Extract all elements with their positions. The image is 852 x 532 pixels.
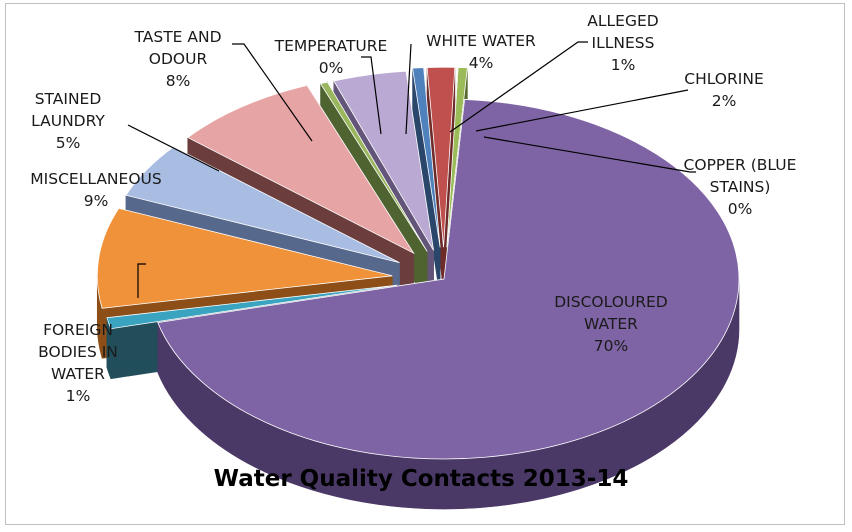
slice-label-white-water: WHITE WATER 4% — [426, 32, 536, 72]
leader-line-4 — [232, 43, 313, 142]
leader-line-7 — [449, 41, 588, 133]
leader-lines — [127, 41, 696, 298]
slice-label-miscellaneous: MISCELLANEOUS 9% — [30, 170, 161, 210]
slice-label-alleged-illness: ALLEGED ILLNESS 1% — [587, 12, 658, 74]
slice-label-chlorine: CHLORINE 2% — [684, 70, 764, 110]
slice-label-copper-blue-stains: COPPER (BLUE STAINS) 0% — [684, 156, 797, 218]
leader-line-9 — [483, 136, 696, 173]
leader-line-5 — [361, 56, 382, 135]
pie-chart: DISCOLOURED WATER 70% FOREIGN BODIES IN WATER… — [30, 12, 796, 510]
leader-line-1 — [137, 263, 146, 298]
slice-label-stained-laundry: STAINED LAUNDRY 5% — [31, 90, 105, 152]
chart-frame: DISCOLOURED WATER 70% FOREIGN BODIES IN WATER… — [5, 3, 845, 525]
pie-slice-discoloured-water — [157, 99, 740, 510]
leader-line-3 — [127, 124, 220, 172]
pie-slices — [96, 66, 740, 510]
leader-line-6 — [405, 43, 412, 135]
slice-labels: DISCOLOURED WATER 70% FOREIGN BODIES IN WATER… — [30, 12, 796, 405]
leader-line-8 — [475, 89, 689, 132]
slice-label-taste-and-odour: TASTE AND ODOUR 8% — [133, 28, 221, 90]
slice-label-discoloured-water: DISCOLOURED WATER 70% — [554, 293, 668, 355]
slice-label-temperature: TEMPERATURE 0% — [274, 37, 388, 77]
slice-label-foreign-bodies-in-water: FOREIGN BODIES IN WATER 1% — [38, 321, 118, 405]
chart-title: Water Quality Contacts 2013-14 — [214, 466, 629, 492]
